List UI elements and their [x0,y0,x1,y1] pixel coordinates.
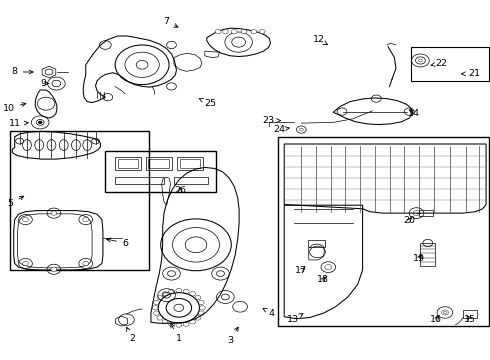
Text: 13: 13 [287,314,303,324]
Text: 6: 6 [106,238,128,248]
Circle shape [23,261,28,266]
Circle shape [443,311,446,314]
Text: 19: 19 [413,254,425,263]
Text: 14: 14 [408,109,420,118]
Text: 21: 21 [462,69,480,78]
Text: 20: 20 [403,216,415,225]
Circle shape [418,59,422,62]
Circle shape [51,267,57,271]
Text: 11: 11 [9,120,28,129]
Bar [105,151,216,192]
Circle shape [251,30,257,34]
Circle shape [222,30,228,34]
Bar [10,131,149,270]
Circle shape [36,120,44,125]
Text: 16: 16 [430,315,442,324]
Bar [278,137,489,326]
Bar [308,240,325,247]
Text: 22: 22 [431,58,447,68]
Circle shape [83,261,89,266]
Bar [115,177,164,184]
Circle shape [23,217,28,222]
Text: 5: 5 [8,196,24,208]
Bar [419,210,433,216]
Text: 10: 10 [3,103,26,112]
Text: 8: 8 [12,68,33,77]
Text: 12: 12 [313,35,328,45]
Circle shape [83,217,89,222]
Text: 26: 26 [174,186,186,195]
Bar [463,310,477,318]
Circle shape [259,30,265,34]
Circle shape [299,128,303,131]
Text: 24: 24 [273,125,289,134]
Bar [411,47,489,81]
Bar [174,177,208,184]
Bar [148,159,169,168]
Bar [420,243,435,266]
Text: 9: 9 [40,79,49,88]
Circle shape [441,310,448,315]
Circle shape [38,121,42,124]
Circle shape [231,30,237,34]
Text: 7: 7 [164,17,178,27]
Text: 3: 3 [227,327,238,345]
Bar [180,159,200,168]
Text: 25: 25 [199,99,217,108]
Bar [146,157,171,170]
Text: 15: 15 [465,315,476,324]
Circle shape [241,30,247,34]
Text: 18: 18 [318,275,329,284]
Text: 4: 4 [263,309,275,318]
Text: 1: 1 [171,324,182,343]
Text: 17: 17 [295,266,307,275]
Bar [115,157,141,170]
Circle shape [215,30,221,34]
Text: 2: 2 [126,327,135,343]
Bar [118,159,138,168]
Circle shape [51,211,57,215]
Bar [177,157,203,170]
Text: 23: 23 [263,116,281,125]
